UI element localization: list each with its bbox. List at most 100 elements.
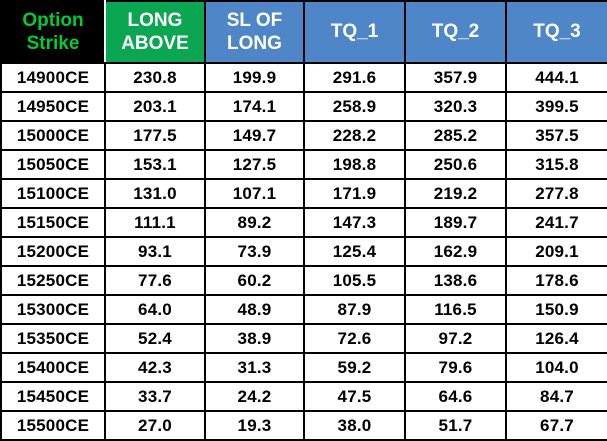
- cell-sl-of-long: 127.5: [204, 149, 305, 180]
- cell-long-above: 33.7: [104, 381, 206, 412]
- cell-long-above: 64.0: [104, 294, 206, 325]
- cell-tq-3: 126.4: [505, 323, 607, 354]
- table-row: 15500CE 27.0 19.3 38.0 51.7 67.7: [0, 410, 607, 441]
- table-row: 15150CE 111.1 89.2 147.3 189.7 241.7: [0, 207, 607, 238]
- table-row: 15450CE 33.7 24.2 47.5 64.6 84.7: [0, 381, 607, 412]
- cell-strike: 14950CE: [0, 91, 106, 122]
- cell-sl-of-long: 89.2: [204, 207, 305, 238]
- cell-tq-2: 320.3: [404, 91, 507, 122]
- cell-tq-2: 51.7: [404, 410, 507, 441]
- cell-tq-1: 147.3: [303, 207, 406, 238]
- cell-long-above: 42.3: [104, 352, 206, 383]
- table-row: 15400CE 42.3 31.3 59.2 79.6 104.0: [0, 352, 607, 383]
- header-cell-tq-1: TQ_1: [303, 0, 406, 64]
- cell-long-above: 27.0: [104, 410, 206, 441]
- cell-sl-of-long: 60.2: [204, 265, 305, 296]
- cell-tq-2: 250.6: [404, 149, 507, 180]
- header-label: TQ_1: [330, 21, 379, 43]
- header-cell-tq-2: TQ_2: [404, 0, 507, 64]
- cell-tq-3: 357.5: [505, 120, 607, 151]
- cell-tq-3: 104.0: [505, 352, 607, 383]
- cell-tq-2: 116.5: [404, 294, 507, 325]
- header-label: LONG: [227, 33, 282, 54]
- table-row: 15300CE 64.0 48.9 87.9 116.5 150.9: [0, 294, 607, 325]
- header-cell-long-above: LONG ABOVE: [104, 0, 206, 64]
- cell-long-above: 153.1: [104, 149, 206, 180]
- cell-tq-1: 198.8: [303, 149, 406, 180]
- cell-sl-of-long: 174.1: [204, 91, 305, 122]
- header-label: SL OF: [226, 9, 283, 31]
- cell-long-above: 177.5: [104, 120, 206, 151]
- header-label: ABOVE: [121, 33, 189, 54]
- cell-long-above: 230.8: [104, 62, 206, 93]
- cell-tq-3: 84.7: [505, 381, 607, 412]
- cell-strike: 15150CE: [0, 207, 106, 238]
- table-body: 14900CE 230.8 199.9 291.6 357.9 444.1 14…: [0, 62, 607, 441]
- cell-sl-of-long: 24.2: [204, 381, 305, 412]
- cell-tq-1: 228.2: [303, 120, 406, 151]
- cell-strike: 15250CE: [0, 265, 106, 296]
- cell-tq-2: 285.2: [404, 120, 507, 151]
- cell-strike: 15450CE: [0, 381, 106, 412]
- cell-tq-3: 444.1: [505, 62, 607, 93]
- cell-tq-2: 64.6: [404, 381, 507, 412]
- table-row: 14900CE 230.8 199.9 291.6 357.9 444.1: [0, 62, 607, 93]
- table-row: 15250CE 77.6 60.2 105.5 138.6 178.6: [0, 265, 607, 296]
- cell-long-above: 93.1: [104, 236, 206, 267]
- table-row: 15200CE 93.1 73.9 125.4 162.9 209.1: [0, 236, 607, 267]
- cell-strike: 15500CE: [0, 410, 106, 441]
- cell-tq-2: 162.9: [404, 236, 507, 267]
- cell-tq-2: 189.7: [404, 207, 507, 238]
- cell-tq-2: 79.6: [404, 352, 507, 383]
- cell-tq-1: 38.0: [303, 410, 406, 441]
- cell-tq-1: 171.9: [303, 178, 406, 209]
- cell-strike: 15200CE: [0, 236, 106, 267]
- cell-strike: 15400CE: [0, 352, 106, 383]
- cell-tq-1: 291.6: [303, 62, 406, 93]
- cell-tq-3: 209.1: [505, 236, 607, 267]
- header-label: TQ_3: [533, 21, 581, 43]
- cell-tq-3: 67.7: [505, 410, 607, 441]
- cell-long-above: 131.0: [104, 178, 206, 209]
- cell-tq-2: 357.9: [404, 62, 507, 93]
- cell-tq-3: 178.6: [505, 265, 607, 296]
- cell-sl-of-long: 38.9: [204, 323, 305, 354]
- header-cell-tq-3: TQ_3: [505, 0, 607, 64]
- cell-tq-3: 241.7: [505, 207, 607, 238]
- cell-strike: 14900CE: [0, 62, 106, 93]
- cell-strike: 15350CE: [0, 323, 106, 354]
- cell-tq-2: 219.2: [404, 178, 507, 209]
- header-label: TQ_2: [431, 21, 480, 43]
- cell-strike: 15300CE: [0, 294, 106, 325]
- cell-sl-of-long: 107.1: [204, 178, 305, 209]
- cell-long-above: 77.6: [104, 265, 206, 296]
- cell-tq-2: 97.2: [404, 323, 507, 354]
- cell-sl-of-long: 199.9: [204, 62, 305, 93]
- cell-tq-1: 47.5: [303, 381, 406, 412]
- cell-tq-2: 138.6: [404, 265, 507, 296]
- cell-long-above: 203.1: [104, 91, 206, 122]
- cell-sl-of-long: 48.9: [204, 294, 305, 325]
- cell-tq-3: 277.8: [505, 178, 607, 209]
- cell-tq-1: 59.2: [303, 352, 406, 383]
- table-row: 15000CE 177.5 149.7 228.2 285.2 357.5: [0, 120, 607, 151]
- cell-tq-1: 87.9: [303, 294, 406, 325]
- header-label: LONG: [127, 9, 183, 31]
- header-cell-option-strike: Option Strike: [0, 0, 106, 64]
- table-row: 15100CE 131.0 107.1 171.9 219.2 277.8: [0, 178, 607, 209]
- cell-sl-of-long: 19.3: [204, 410, 305, 441]
- cell-sl-of-long: 31.3: [204, 352, 305, 383]
- table-row: 14950CE 203.1 174.1 258.9 320.3 399.5: [0, 91, 607, 122]
- cell-tq-1: 125.4: [303, 236, 406, 267]
- header-row: Option Strike LONG ABOVE SL OF LONG TQ_1…: [0, 0, 607, 64]
- cell-tq-1: 258.9: [303, 91, 406, 122]
- cell-long-above: 111.1: [104, 207, 206, 238]
- cell-sl-of-long: 73.9: [204, 236, 305, 267]
- cell-tq-1: 72.6: [303, 323, 406, 354]
- cell-tq-1: 105.5: [303, 265, 406, 296]
- header-label: Option: [22, 9, 84, 31]
- cell-tq-3: 315.8: [505, 149, 607, 180]
- header-cell-sl-of-long: SL OF LONG: [204, 0, 305, 64]
- cell-strike: 15100CE: [0, 178, 106, 209]
